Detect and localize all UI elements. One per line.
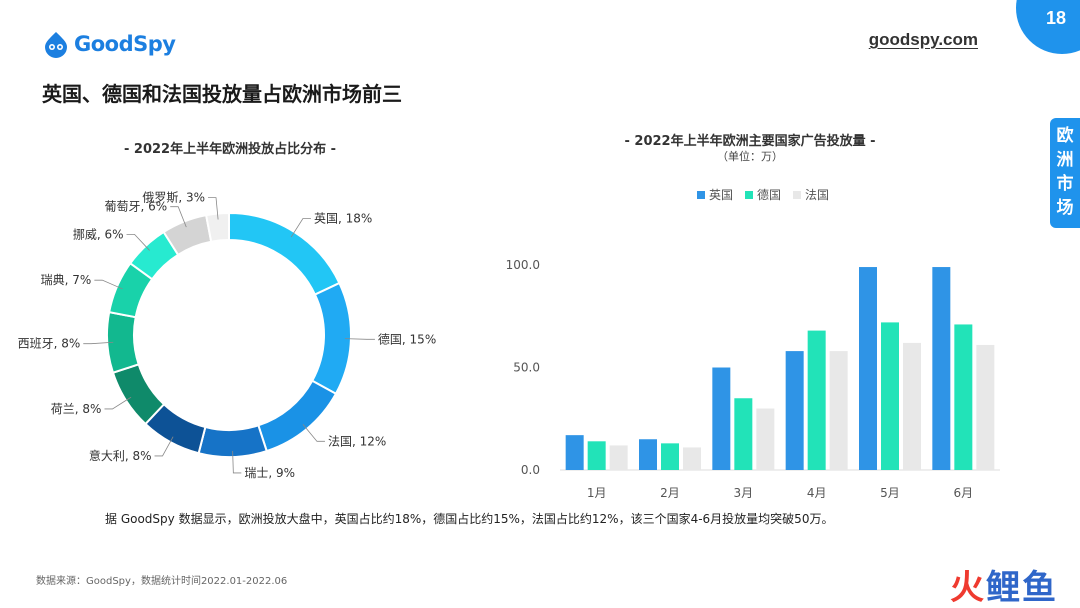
slice-leader-line <box>104 396 132 410</box>
slice-label: 葡萄牙, 6% <box>105 200 168 214</box>
slice-label: 挪威, 6% <box>73 227 124 241</box>
legend-item-de: 德国 <box>745 186 781 203</box>
bar <box>565 435 584 470</box>
slice-label: 俄罗斯, 3% <box>142 191 205 205</box>
slice-leader-line <box>232 450 242 474</box>
bar <box>785 351 804 470</box>
slice-label: 西班牙, 8% <box>18 337 81 351</box>
slice-label: 英国, 18% <box>314 211 372 225</box>
legend-item-fr: 法国 <box>793 186 829 203</box>
slice-leader-line <box>154 436 174 457</box>
slice-label: 意大利, 8% <box>89 448 152 463</box>
x-tick-label: 2月 <box>660 486 680 500</box>
bar <box>587 441 606 470</box>
bar <box>712 367 731 470</box>
slice-label: 荷兰, 8% <box>51 402 102 416</box>
bar <box>734 398 753 470</box>
bar <box>639 439 657 470</box>
legend-label: 法国 <box>805 188 830 202</box>
legend-swatch <box>793 190 802 199</box>
x-tick-label: 6月 <box>954 486 974 500</box>
summary-note: 据 GoodSpy 数据显示，欧洲投放大盘中，英国占比约18%，德国占比约15%… <box>105 512 834 526</box>
legend-swatch <box>697 190 705 199</box>
x-tick-label: 3月 <box>734 486 754 500</box>
bar <box>756 408 775 470</box>
slice-leader-line <box>290 218 311 238</box>
brand-logo: GoodSpy <box>42 30 176 58</box>
x-tick-label: 1月 <box>587 486 607 500</box>
bar-chart-title: - 2022年上半年欧洲主要国家广告投放量 - <box>624 134 876 149</box>
section-tab-char: 场 <box>1056 198 1074 218</box>
bar <box>903 342 921 470</box>
slice-leader-line <box>126 234 150 251</box>
page-title: 英国、德国和法国投放量占欧洲市场前三 <box>42 82 402 106</box>
y-tick-label: 0.0 <box>521 463 540 477</box>
donut-chart-title: - 2022年上半年欧洲投放占比分布 - <box>123 142 337 157</box>
slice-leader-line <box>344 338 375 340</box>
slice-leader-line <box>208 197 219 220</box>
bar <box>932 267 951 470</box>
bar <box>859 267 877 470</box>
legend-label: 英国 <box>709 188 734 202</box>
donut-slice <box>204 211 230 243</box>
slice-leader-line <box>302 424 325 442</box>
brand-name: GoodSpy <box>74 32 176 56</box>
legend-item-uk: 英国 <box>697 186 733 203</box>
donut-chart: 英国, 18% 德国, 15% 法国, 12% 瑞士, 9% 意大利, 8% 荷兰, 8%… <box>18 191 437 480</box>
slice-leader-line <box>170 206 187 228</box>
bar-chart-legend: 英国 德国 法国 <box>697 186 829 203</box>
y-tick-label: 100.0 <box>506 258 540 272</box>
slice-leader-line <box>94 279 123 290</box>
data-source: 数据来源：GoodSpy，数据统计时间2022.01-2022.06 <box>36 576 288 587</box>
section-tab: 欧 洲 市 场 <box>1050 118 1080 228</box>
bar <box>881 322 899 470</box>
bar <box>829 351 848 470</box>
y-tick-label: 50.0 <box>513 361 540 375</box>
slice-leader-line <box>83 341 114 345</box>
legend-label: 德国 <box>757 188 782 202</box>
x-tick-label: 4月 <box>807 486 827 500</box>
section-tab-char: 欧 <box>1056 126 1074 146</box>
bar <box>609 445 628 470</box>
bar <box>976 344 995 470</box>
bar <box>807 330 826 470</box>
slice-label: 法国, 12% <box>328 434 386 448</box>
bar <box>954 324 973 470</box>
page-number: 18 <box>1045 8 1066 28</box>
legend-swatch <box>745 190 754 199</box>
watermark-part-b: 鲤鱼 <box>986 568 1058 608</box>
section-tab-char: 洲 <box>1056 150 1074 170</box>
goodspy-logo-icon <box>45 32 67 58</box>
bar-chart: 0.0 50.0 100.0 1月 2月 3月 4月 5月 6月 <box>506 258 1000 500</box>
bar <box>683 447 701 470</box>
site-link[interactable]: goodspy.com <box>868 30 978 49</box>
x-tick-label: 5月 <box>880 486 900 500</box>
slice-label: 德国, 15% <box>378 331 436 346</box>
bar <box>661 443 679 470</box>
watermark-logo: 火鲤鱼 <box>950 560 1058 608</box>
section-tab-char: 市 <box>1056 174 1074 194</box>
slice-label: 瑞士, 9% <box>244 466 295 480</box>
watermark-part-a: 火 <box>950 568 986 608</box>
slice-label: 瑞典, 7% <box>41 273 92 287</box>
donut-slice <box>257 379 338 453</box>
bar-chart-subtitle: （单位：万） <box>717 150 783 163</box>
